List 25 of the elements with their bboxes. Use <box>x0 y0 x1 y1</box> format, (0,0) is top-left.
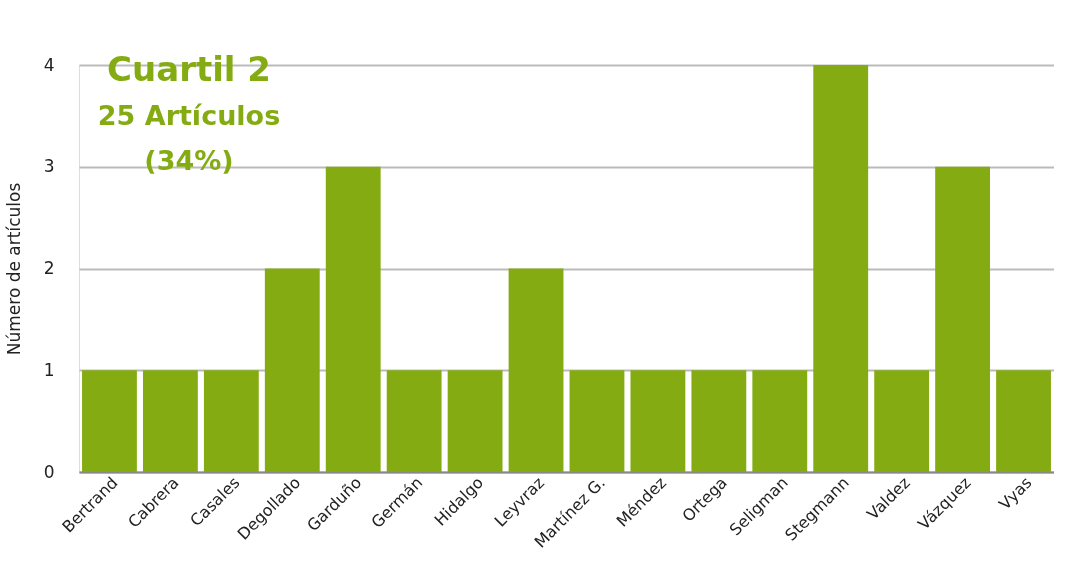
y-axis-title: Número de artículos <box>3 182 24 356</box>
annotation: 25 Artículos <box>97 100 281 131</box>
bar <box>82 370 137 472</box>
bar <box>813 65 869 472</box>
y-tick-label: 3 <box>43 156 55 177</box>
bar <box>691 370 747 472</box>
bar <box>264 268 320 472</box>
bar <box>996 370 1051 472</box>
bar <box>874 370 930 472</box>
bar <box>935 166 991 472</box>
annotation: Cuartil 2 <box>107 49 271 89</box>
bar <box>142 370 198 472</box>
annotation: (34%) <box>144 145 234 176</box>
bar <box>508 268 564 472</box>
bar <box>752 370 808 472</box>
bar <box>203 370 259 472</box>
y-tick-label: 1 <box>43 359 55 380</box>
bar <box>386 370 442 472</box>
y-tick-label: 0 <box>43 461 55 482</box>
bar <box>325 166 381 472</box>
y-tick-label: 4 <box>43 54 55 75</box>
bar <box>630 370 686 472</box>
bar <box>447 370 503 472</box>
bar <box>569 370 625 472</box>
y-tick-label: 2 <box>43 258 55 278</box>
